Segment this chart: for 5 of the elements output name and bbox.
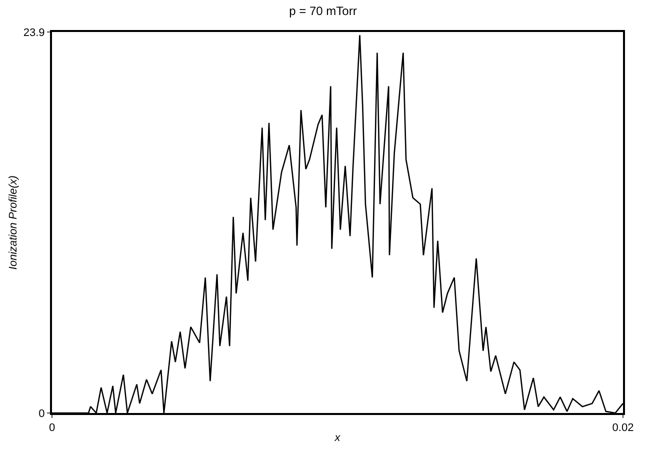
- y-tick-label: 23.9: [23, 26, 45, 39]
- chart-title: p = 70 mTorr: [289, 4, 357, 18]
- y-axis-title: Ionization Profile(x): [8, 175, 20, 270]
- x-axis-title: x: [334, 432, 341, 444]
- x-tick-label: 0.02: [612, 422, 634, 434]
